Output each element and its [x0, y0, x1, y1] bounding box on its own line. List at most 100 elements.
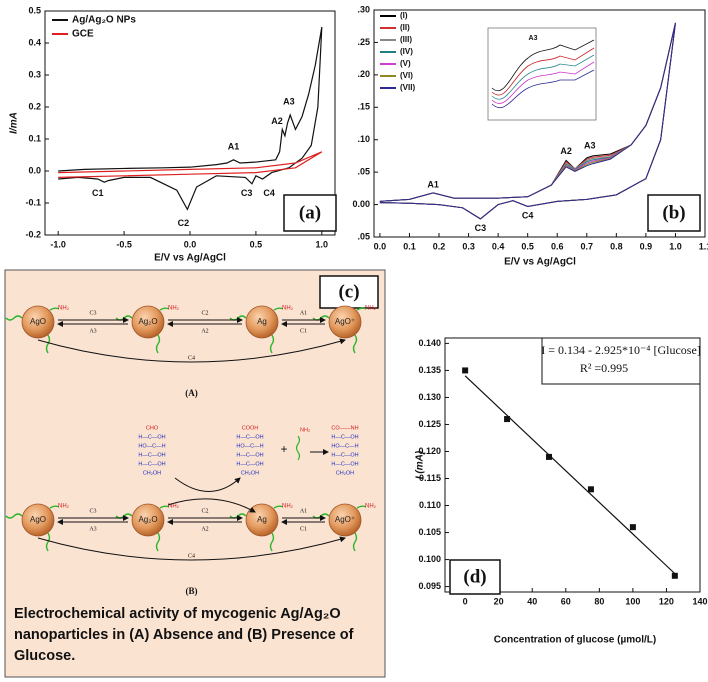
ligand-label: NH₂: [58, 306, 70, 312]
x-tick-label: 80: [594, 596, 604, 606]
equation-box: [541, 337, 701, 385]
row-label: (B): [186, 586, 198, 596]
molecule-atom: H—C—OH: [331, 461, 358, 467]
data-point: [587, 486, 594, 493]
equation: I = 0.134 - 2.925*10⁻⁴ [Glucose]: [541, 343, 701, 357]
reaction-label: C1: [300, 526, 307, 532]
nanoparticle-label: Ag: [257, 317, 267, 326]
panel-label-box: [283, 194, 337, 232]
legend-label: Ag/Ag₂O NPs: [72, 15, 136, 26]
reaction-label: C3: [89, 508, 96, 514]
ligand-label: NH₂: [168, 306, 180, 312]
reaction-label: C3: [89, 310, 96, 316]
nanoparticle-label: Ag₂O: [138, 317, 157, 326]
amine-chain: [295, 435, 301, 461]
ligand-chain: [5, 505, 60, 552]
ligand-label: NH₂: [168, 504, 180, 510]
x-tick-label: 0.0: [374, 241, 387, 251]
legend-label: (V): [400, 59, 411, 68]
reaction-label: A1: [300, 508, 307, 514]
y-tick-label: 0.130: [418, 392, 441, 402]
molecule-atom: CH₂OH: [143, 470, 161, 476]
legend-label: (IV): [400, 47, 413, 56]
plot-frame: [373, 9, 706, 238]
peak-label: A1: [228, 141, 240, 151]
legend-label: (III): [400, 35, 412, 44]
amine-label: NH₂: [300, 427, 310, 433]
legend-label: (VII): [400, 83, 415, 92]
ligand-label: NH₂: [282, 504, 294, 510]
peak-label: C3: [241, 188, 253, 198]
peak-label: A3: [283, 97, 295, 107]
x-tick-label: 40: [527, 596, 537, 606]
nanoparticle: [21, 305, 55, 339]
nanoparticle-label: Ag: [257, 515, 267, 524]
y-tick-label: .30: [357, 4, 370, 14]
y-tick-label: 0.120: [418, 446, 441, 456]
panel-label: (a): [299, 202, 321, 223]
reaction-label: C4: [188, 553, 195, 559]
reaction-label: C2: [201, 310, 208, 316]
data-point: [504, 416, 511, 423]
peak-label: C4: [263, 188, 275, 198]
x-tick-label: -0.5: [116, 239, 132, 249]
x-tick-label: -1.0: [50, 239, 66, 249]
x-tick-label: 0.2: [433, 241, 446, 251]
reaction-label: C2: [201, 508, 208, 514]
panel-label: (c): [338, 281, 359, 302]
ligand-label: NH₂: [365, 504, 377, 510]
molecule-atom: COOH: [242, 425, 259, 431]
molecule-atom: H—C—OH: [138, 461, 165, 467]
c4-arrow: [37, 338, 346, 363]
y-tick-label: 0.105: [418, 527, 441, 537]
y-tick-label: 0.140: [418, 338, 441, 348]
inset-box: [487, 27, 597, 121]
row-label: (A): [185, 388, 198, 398]
x-tick-label: 0.9: [640, 241, 653, 251]
molecule-atom: H—C—OH: [331, 452, 358, 458]
panel-label: (d): [463, 566, 486, 587]
y-tick-label: 0.5: [28, 5, 41, 15]
data-point: [462, 367, 469, 374]
legend-label: GCE: [72, 29, 94, 40]
molecule-atom: H—C—OH: [138, 452, 165, 458]
peak-label: C1: [92, 188, 104, 198]
peak-label: C2: [178, 218, 190, 228]
inset-label: A3: [529, 35, 538, 42]
x-tick-label: 140: [692, 596, 707, 606]
molecule-atom: H—C—OH: [236, 434, 263, 440]
scheme-panel: [4, 269, 386, 678]
nanoparticle: [131, 503, 165, 537]
reaction-label: A3: [89, 328, 96, 334]
y-tick-label: 0.110: [419, 500, 441, 510]
electron-arrow: [167, 498, 256, 513]
molecule-atom: HO—C—H: [331, 443, 358, 449]
x-tick-label: 0.6: [551, 241, 564, 251]
y-tick-label: 0.095: [418, 581, 441, 591]
nanoparticle-label: AgO: [30, 515, 46, 524]
data-point: [629, 524, 636, 531]
x-tick-label: 0.7: [581, 241, 594, 251]
y-tick-label: 0.115: [419, 473, 441, 483]
y-tick-label: 0.100: [418, 554, 441, 564]
inset-curves: [491, 39, 595, 109]
molecule-atom: CHO: [146, 425, 159, 431]
x-tick-label: 120: [659, 596, 674, 606]
reaction-label: C4: [188, 355, 195, 361]
series-line: [379, 22, 676, 220]
x-axis-label: Concentration of glucose (µmol/L): [494, 635, 656, 646]
y-tick-label: 0.135: [418, 365, 441, 375]
x-tick-label: 0.8: [610, 241, 623, 251]
peak-label: C4: [522, 211, 534, 221]
legend-label: (II): [400, 23, 410, 32]
c4-arrow: [37, 536, 346, 561]
x-tick-label: 60: [561, 596, 571, 606]
nanoparticle: [21, 503, 55, 537]
y-tick-label: 0.2: [28, 101, 41, 111]
y-tick-label: 0.1: [28, 133, 41, 143]
legend-label: (VI): [400, 71, 413, 80]
molecule-atom: HO—C—H: [138, 443, 165, 449]
y-tick-label: 0.4: [28, 37, 41, 47]
